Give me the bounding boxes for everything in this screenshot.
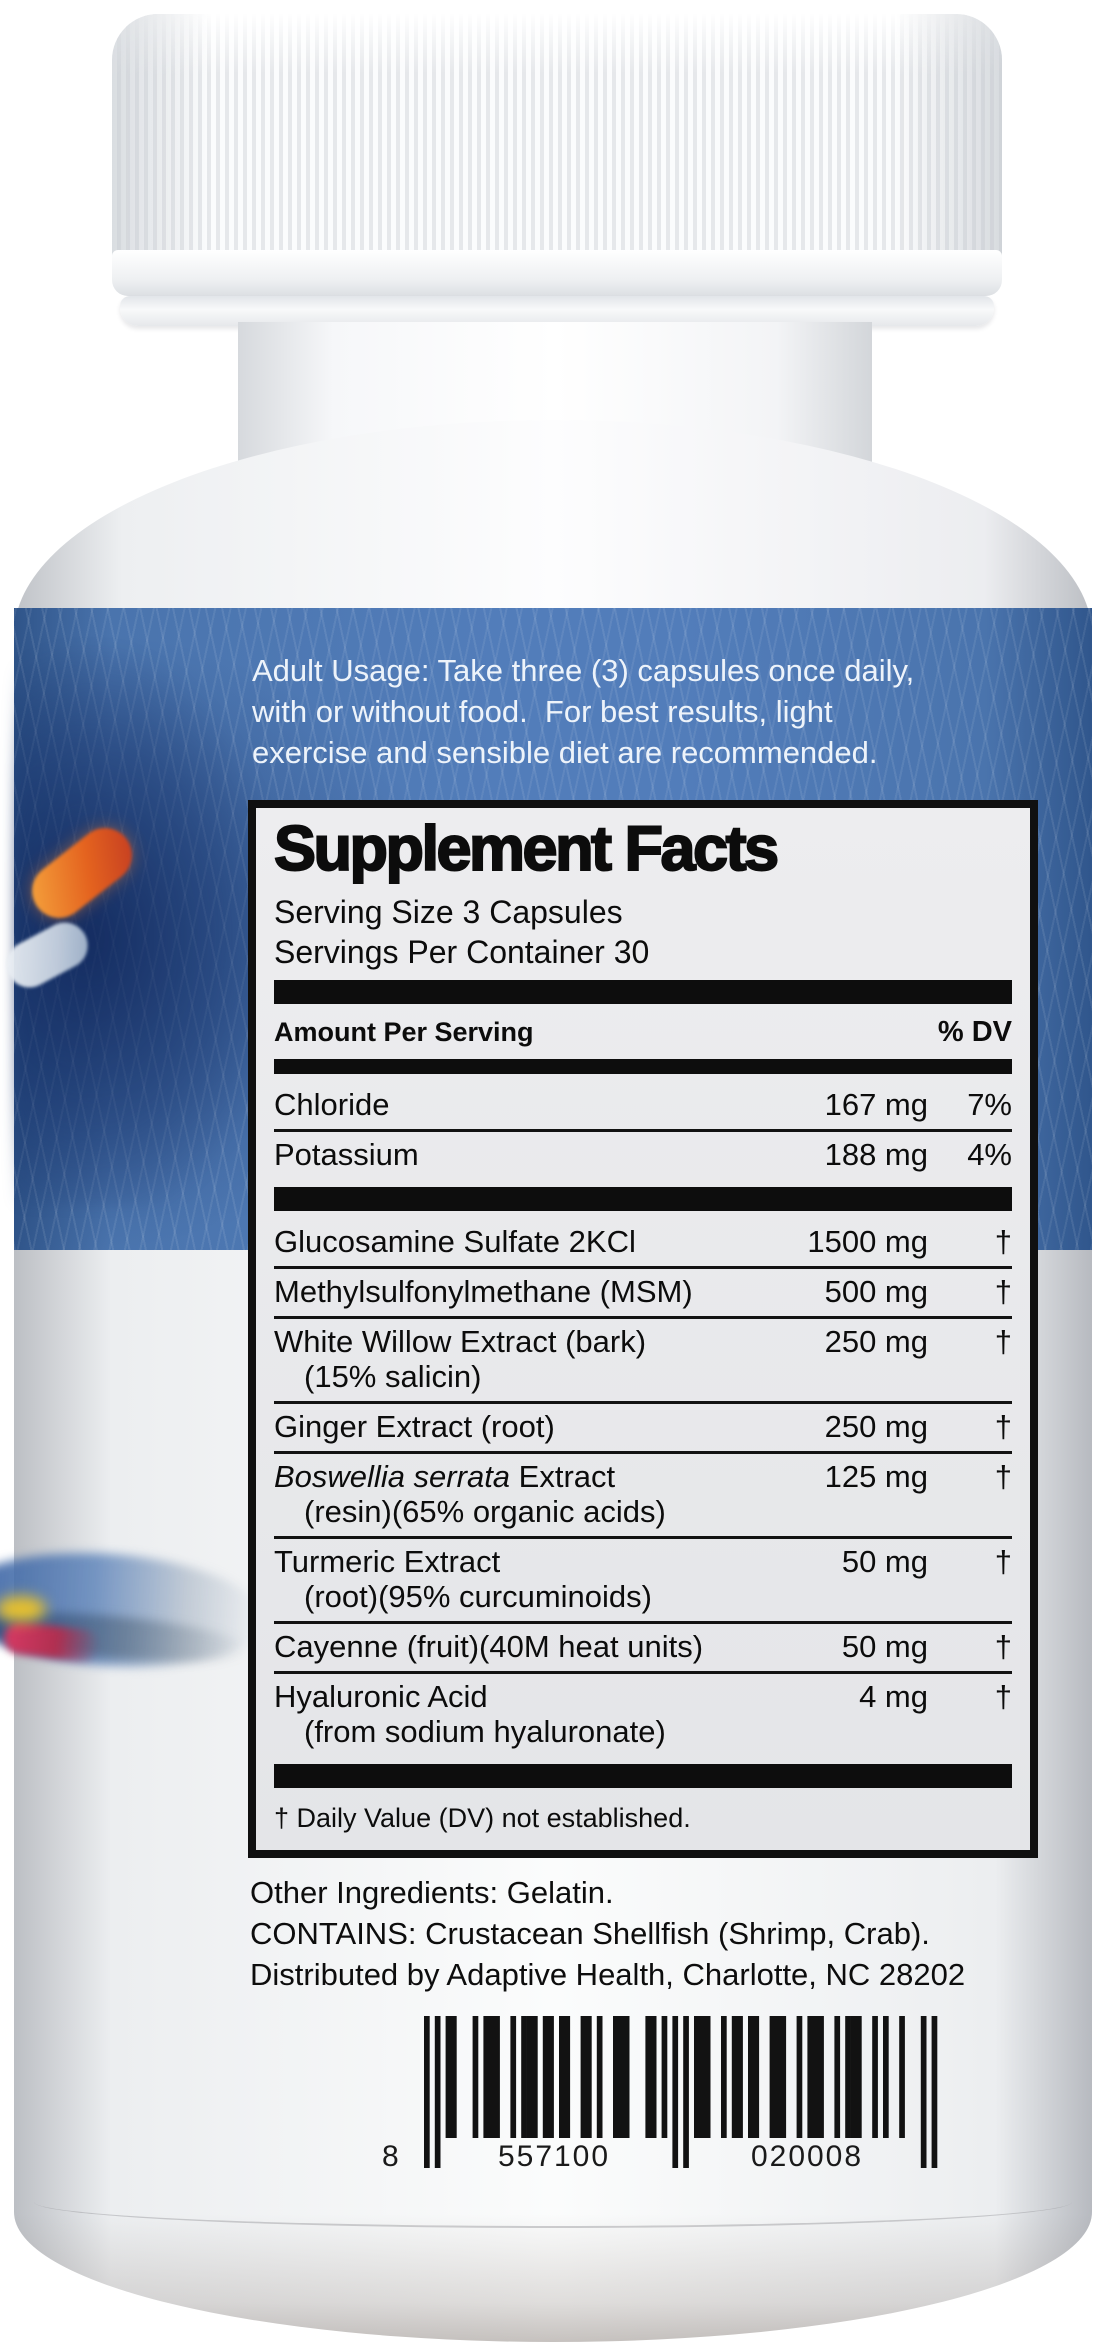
other-ingredients-line: Other Ingredients: Gelatin. [250,1875,614,1910]
ingredient-amount: 50 mg [841,1544,928,1579]
ingredient-dv: † [994,1629,1012,1664]
bottle-cap-lip [120,296,994,326]
ingredient-dv: 7% [967,1087,1012,1122]
swoosh-graphic [0,1538,270,1713]
swoosh-yellow-accent [0,1596,46,1622]
supplement-row: Potassium 188 mg 4% [274,1132,1012,1179]
servings-per-container: Servings Per Container 30 [274,934,650,970]
ingredient-amount: 250 mg [824,1324,928,1359]
ingredient-amount: 167 mg [824,1087,928,1122]
ingredient-subline: (resin)(65% organic acids) [304,1494,666,1529]
barcode-left-digit: 8 [382,2140,399,2173]
supplement-row: Cayenne (fruit)(40M heat units) 50 mg † [274,1624,1012,1674]
ingredient-name: Methylsulfonylmethane (MSM) [274,1274,693,1309]
supplement-row: Chloride 167 mg 7% [274,1082,1012,1132]
ingredient-dv: † [994,1274,1012,1309]
ingredient-dv: † [994,1459,1012,1494]
table-header-row: Amount Per Serving % DV [274,1012,1012,1053]
other-info-block: Other Ingredients: Gelatin. CONTAINS: Cr… [250,1872,1060,1995]
ingredient-amount: 1500 mg [807,1224,928,1259]
ingredient-subline: (15% salicin) [304,1359,482,1394]
divider-bar-thick [274,1764,1012,1788]
usage-line-2: with or without food. For best results, … [252,694,833,729]
barcode-group1: 557100 [497,2140,611,2173]
divider-bar-thick [274,980,1012,1004]
amount-per-serving-label: Amount Per Serving [274,1017,534,1047]
dv-footnote: † Daily Value (DV) not established. [274,1803,691,1833]
percent-dv-label: % DV [937,1016,1012,1048]
serving-size: Serving Size 3 Capsules [274,894,623,930]
bottle-base-shadow [14,2200,1092,2342]
supplement-row: White Willow Extract (bark) 250 mg † (15% s… [274,1319,1012,1404]
ingredient-amount: 125 mg [824,1459,928,1494]
ingredient-amount: 500 mg [824,1274,928,1309]
ingredient-name: Hyaluronic Acid [274,1679,488,1714]
supplement-row: Boswellia serrata Extract 125 mg † (resin)(… [274,1454,1012,1539]
ingredient-dv: † [994,1224,1012,1259]
barcode-bars [424,2016,938,2168]
ingredient-name: Glucosamine Sulfate 2KCl [274,1224,636,1259]
bottle-cap [112,14,1002,266]
ingredient-name: White Willow Extract (bark) [274,1324,647,1359]
ingredient-name: Boswellia serrata Extract [274,1459,616,1494]
supplement-row: Methylsulfonylmethane (MSM) 500 mg † [274,1269,1012,1319]
herb-rows: Glucosamine Sulfate 2KCl 1500 mg † Methylsu… [274,1219,1012,1756]
bottle-cap-lower-band [112,250,1002,296]
ingredient-name: Potassium [274,1137,419,1172]
divider-bar-medium [274,1059,1012,1074]
ingredient-name: Chloride [274,1087,390,1122]
supplement-row: Turmeric Extract 50 mg † (root)(95% curcumi… [274,1539,1012,1624]
panel-title: Supplement Facts [273,813,780,885]
usage-line-3: exercise and sensible diet are recommend… [252,735,878,770]
supplement-row: Hyaluronic Acid 4 mg † (from sodium hyaluro… [274,1674,1012,1756]
ingredient-subline: (from sodium hyaluronate) [304,1714,666,1749]
supplement-row: Ginger Extract (root) 250 mg † [274,1404,1012,1454]
contains-line: CONTAINS: Crustacean Shellfish (Shrimp, … [250,1916,930,1951]
divider-bar-thick [274,1187,1012,1211]
usage-line-1: Adult Usage: Take three (3) capsules onc… [252,653,915,688]
ingredient-dv: † [994,1409,1012,1444]
ingredient-amount: 250 mg [824,1409,928,1444]
ingredient-dv: † [994,1679,1012,1714]
mineral-rows: Chloride 167 mg 7% Potassium 188 mg 4% [274,1082,1012,1179]
barcode-group2: 020008 [750,2140,864,2173]
ingredient-name: Ginger Extract (root) [274,1409,555,1444]
barcode: 8 557100 020008 [368,2016,948,2186]
ingredient-dv: 4% [967,1137,1012,1172]
ingredient-amount: 188 mg [824,1137,928,1172]
ingredient-name: Cayenne (fruit)(40M heat units) [274,1629,704,1664]
ingredient-amount: 50 mg [841,1629,928,1664]
ingredient-amount: 4 mg [859,1679,928,1714]
distributed-by-line: Distributed by Adaptive Health, Charlott… [250,1957,966,1992]
adult-usage-text: Adult Usage: Take three (3) capsules onc… [252,650,1032,773]
label-bottom-edge [34,2196,1072,2228]
ingredient-name: Turmeric Extract [274,1544,501,1579]
ingredient-subline: (root)(95% curcuminoids) [304,1579,652,1614]
supplement-row: Glucosamine Sulfate 2KCl 1500 mg † [274,1219,1012,1269]
supplement-facts-panel: Supplement Facts Serving Size 3 Capsules… [248,800,1038,1858]
ingredient-dv: † [994,1324,1012,1359]
ingredient-dv: † [994,1544,1012,1579]
